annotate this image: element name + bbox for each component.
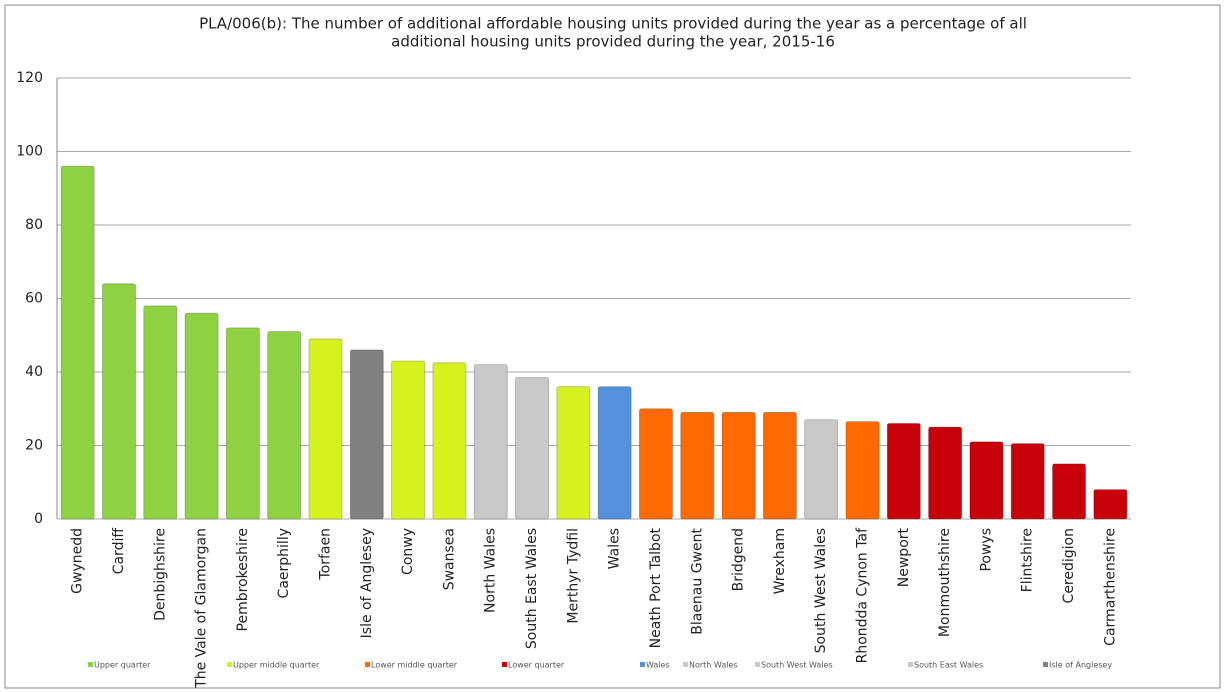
legend-swatch [88, 662, 93, 667]
bar [804, 419, 839, 520]
y-tick-label: 0 [34, 511, 43, 527]
bar [1010, 443, 1045, 520]
bar [267, 331, 302, 520]
x-tick-label: South West Wales [813, 528, 829, 653]
x-tick-label: Conwy [400, 528, 416, 575]
bar [432, 362, 467, 520]
x-tick-label: Wrexham [772, 528, 788, 594]
legend-swatch [365, 662, 370, 667]
legend-swatch [908, 662, 913, 667]
legend-label: Upper quarter [94, 661, 151, 670]
bar [143, 305, 178, 520]
legend-label: Wales [646, 661, 670, 670]
legend-label: Lower quarter [508, 661, 565, 670]
legend-swatch [502, 662, 507, 667]
y-tick-label: 100 [16, 144, 43, 160]
bar [969, 441, 1004, 520]
x-tick-label: Neath Port Talbot [648, 527, 664, 648]
bar [556, 386, 591, 520]
bar [845, 421, 880, 520]
bar [225, 327, 260, 520]
bar [308, 338, 343, 520]
x-tick-label: Wales [607, 528, 623, 569]
x-tick-label: Powys [978, 528, 994, 572]
y-tick-label: 60 [25, 291, 43, 307]
legend-swatch [755, 662, 760, 667]
legend-label: Upper middle quarter [233, 661, 320, 670]
legend-swatch [683, 662, 688, 667]
bar [102, 283, 136, 520]
legend-swatch [1043, 662, 1048, 667]
x-tick-label: Caerphilly [276, 528, 292, 598]
bar [886, 423, 921, 520]
x-tick-label: Gwynedd [70, 528, 86, 594]
x-tick-label: Pembrokeshire [235, 528, 251, 631]
bar [1052, 463, 1086, 520]
bar [515, 377, 549, 520]
x-tick-label: South East Wales [524, 528, 540, 649]
x-tick-label: Isle of Anglesey [359, 528, 375, 638]
bar [349, 349, 384, 520]
bar [597, 386, 632, 520]
legend-label: North Wales [689, 661, 738, 670]
y-tick-label: 120 [16, 70, 43, 86]
bar [184, 312, 219, 520]
legend-label: Lower middle quarter [371, 661, 458, 670]
legend-label: South East Wales [914, 661, 983, 670]
x-tick-label: Denbighshire [152, 528, 168, 621]
bar [762, 412, 797, 520]
bar [473, 364, 508, 520]
legend-swatch [640, 662, 645, 667]
x-tick-label: The Vale of Glamorgan [194, 528, 210, 689]
x-tick-label: Rhondda Cynon Taf [855, 527, 871, 663]
bar [60, 165, 95, 520]
x-tick-label: Torfaen [318, 528, 334, 581]
x-tick-label: Bridgend [731, 528, 747, 591]
x-tick-label: Ceredigion [1061, 528, 1077, 603]
bar [639, 408, 673, 520]
y-tick-label: 40 [25, 364, 43, 380]
x-tick-label: Newport [896, 527, 912, 587]
legend-label: Isle of Anglesey [1049, 661, 1112, 670]
bar [1093, 489, 1128, 520]
x-tick-label: Carmarthenshire [1102, 528, 1118, 646]
bar [680, 412, 715, 520]
bar [391, 360, 426, 520]
bar [721, 412, 756, 520]
x-tick-label: Monmouthshire [937, 528, 953, 637]
bar [928, 426, 963, 520]
x-tick-label: Blaenau Gwent [689, 528, 705, 635]
y-tick-label: 80 [25, 217, 43, 233]
x-tick-label: Flintshire [1020, 528, 1036, 592]
legend-swatch [227, 662, 232, 667]
chart-title: PLA/006(b): The number of additional aff… [199, 15, 1027, 33]
legend-label: South West Wales [761, 661, 833, 670]
y-tick-label: 20 [25, 438, 43, 454]
x-tick-label: Swansea [441, 528, 457, 590]
x-tick-label: North Wales [483, 528, 499, 613]
x-tick-label: Cardiff [111, 528, 127, 575]
chart-title: additional housing units provided during… [391, 33, 835, 51]
x-tick-label: Merthyr Tydfil [565, 528, 581, 624]
